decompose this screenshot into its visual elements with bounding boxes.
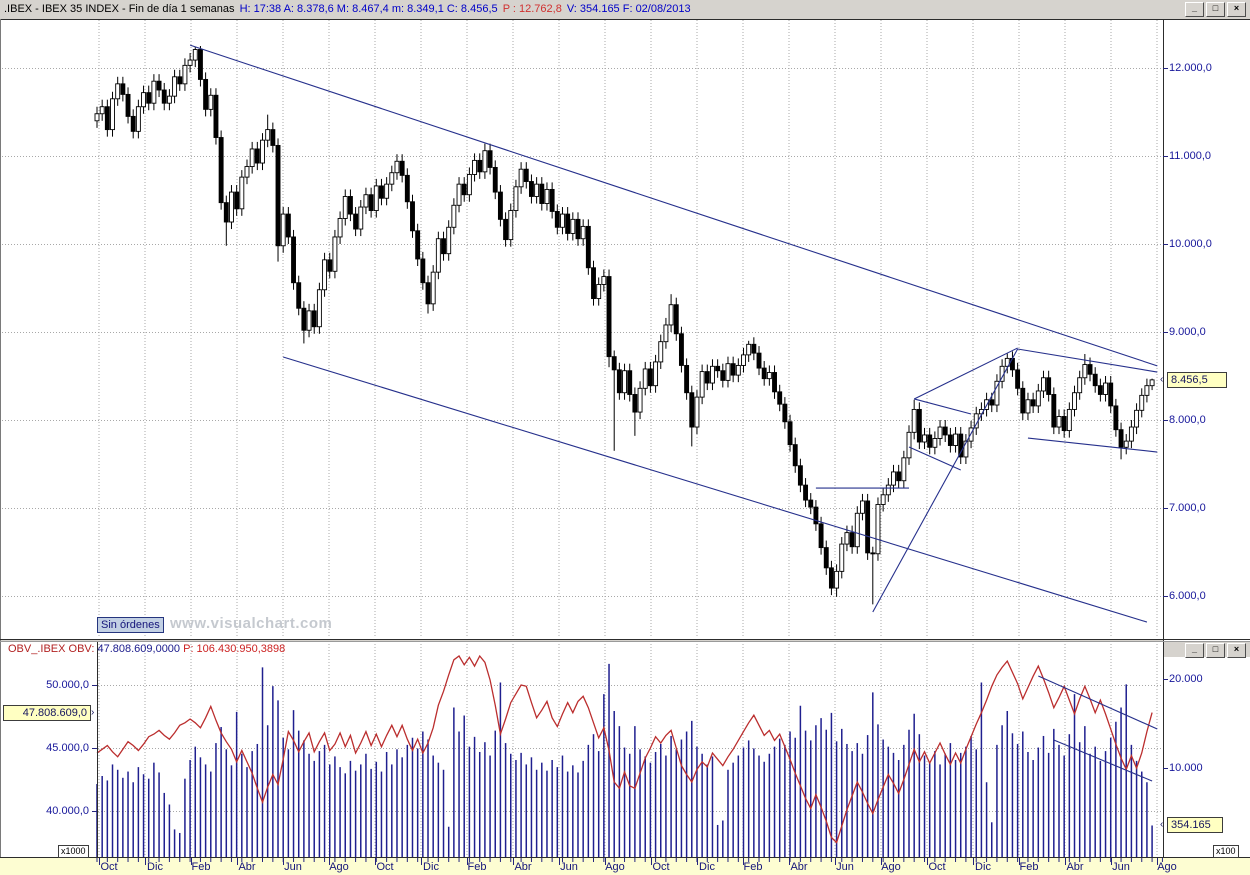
- time-axis-label: Dic: [699, 861, 715, 873]
- obv-minimize-button[interactable]: _: [1185, 643, 1204, 658]
- obv-indicator-pane[interactable]: [0, 642, 1163, 858]
- titlebar-quote-text: H: 17:38 A: 8.378,6 M: 8.467,4 m: 8.349,…: [239, 3, 498, 15]
- price-axis-label: 9.000,0: [1169, 326, 1206, 338]
- maximize-button[interactable]: □: [1206, 2, 1225, 17]
- obv-axis-label: 40.000,0: [46, 805, 89, 817]
- minimize-button[interactable]: _: [1185, 2, 1204, 17]
- price-chart-pane[interactable]: [0, 19, 1163, 639]
- time-axis-label: Oct: [376, 861, 394, 873]
- time-axis-label: Abr: [790, 861, 808, 873]
- time-axis-label: Ago: [605, 861, 625, 873]
- chart-window-titlebar: .IBEX - IBEX 35 INDEX - Fin de día 1 sem…: [0, 0, 1250, 19]
- value-axis-pane[interactable]: [1163, 19, 1250, 858]
- price-axis-label: 6.000,0: [1169, 590, 1206, 602]
- volume-axis-label: 20.000: [1169, 673, 1203, 685]
- time-axis-label: Oct: [928, 861, 946, 873]
- last-price-box: 8.456,5: [1167, 371, 1227, 388]
- time-axis-label: Abr: [238, 861, 256, 873]
- time-axis-label: Feb: [1019, 861, 1039, 873]
- no-orders-chip[interactable]: Sin órdenes: [97, 617, 164, 633]
- obv-value-arrow-icon: ›: [91, 706, 95, 718]
- time-axis-label: Ago: [329, 861, 349, 873]
- time-axis-label: Feb: [743, 861, 763, 873]
- price-axis-label: 12.000,0: [1169, 62, 1212, 74]
- obv-scale-multiplier: x1000: [58, 845, 89, 858]
- volume-current-value-box: 354.165: [1167, 817, 1223, 834]
- time-axis-label: Jun: [836, 861, 854, 873]
- obv-axis-label: 45.000,0: [46, 742, 89, 754]
- time-axis-label: Jun: [1112, 861, 1130, 873]
- time-axis-label: Abr: [514, 861, 532, 873]
- obv-current-value-box: 47.808.609,0: [3, 704, 91, 721]
- time-axis-label: Abr: [1066, 861, 1084, 873]
- volume-value-arrow-icon: ‹: [1160, 819, 1164, 831]
- time-axis-strip[interactable]: [0, 858, 1250, 875]
- obv-maximize-button[interactable]: □: [1206, 643, 1225, 658]
- time-axis-label: Oct: [100, 861, 118, 873]
- time-axis-label: Dic: [147, 861, 163, 873]
- close-button[interactable]: ×: [1227, 2, 1246, 17]
- titlebar-symbol-text: .IBEX - IBEX 35 INDEX - Fin de día 1 sem…: [4, 3, 235, 15]
- price-axis-label: 7.000,0: [1169, 502, 1206, 514]
- obv-close-button[interactable]: ×: [1227, 643, 1246, 658]
- time-axis-label: Dic: [423, 861, 439, 873]
- time-axis-label: Ago: [1157, 861, 1177, 873]
- window-controls: _ □ ×: [1183, 2, 1246, 17]
- titlebar-volume-date-text: V: 354.165 F: 02/08/2013: [566, 3, 691, 15]
- visualchart-watermark: www.visualchart.com: [170, 615, 333, 632]
- time-axis-label: Feb: [467, 861, 487, 873]
- volume-axis-label: 10.000: [1169, 762, 1203, 774]
- obv-title-name: OBV_.IBEX OBV:: [8, 643, 95, 655]
- time-axis-label: Oct: [652, 861, 670, 873]
- volume-scale-multiplier: x100: [1213, 845, 1239, 858]
- time-axis-label: Jun: [284, 861, 302, 873]
- time-axis-label: Dic: [975, 861, 991, 873]
- obv-pane-title: OBV_.IBEX OBV: 47.808.609,0000 P: 106.43…: [8, 643, 285, 655]
- last-price-arrow-icon: ‹: [1160, 373, 1164, 385]
- obv-title-value: 47.808.609,0000: [94, 643, 181, 655]
- obv-pane-window-controls: _ □ ×: [1183, 643, 1246, 658]
- obv-title-position: P: 106.430.950,3898: [180, 643, 286, 655]
- time-axis-label: Ago: [881, 861, 901, 873]
- price-axis-label: 10.000,0: [1169, 238, 1212, 250]
- titlebar-position-text: P : 12.762,8: [502, 3, 562, 15]
- time-axis-label: Jun: [560, 861, 578, 873]
- price-axis-label: 11.000,0: [1169, 150, 1212, 162]
- time-axis-label: Feb: [191, 861, 211, 873]
- price-axis-label: 8.000,0: [1169, 414, 1206, 426]
- obv-axis-label: 50.000,0: [46, 679, 89, 691]
